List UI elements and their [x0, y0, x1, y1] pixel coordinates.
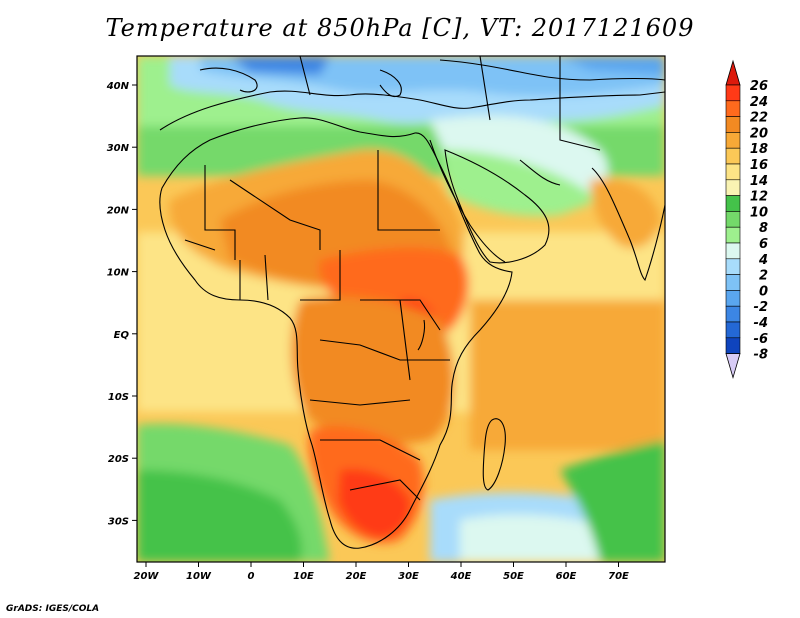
lon-tick-label: 60E — [556, 571, 577, 582]
longitude-axis: 20W 10W 0 10E 20E 30E 40E 50E 60E 70E — [134, 562, 629, 582]
colorbar-swatch — [725, 305, 741, 323]
plot-frame — [136, 55, 666, 563]
colorbar-swatch — [725, 84, 741, 102]
colorbar-swatch — [725, 195, 741, 212]
latitude-axis: 40N 30N 20N 10N EQ 10S 20S 30S — [106, 81, 137, 527]
colorbar-arrow-top — [725, 59, 741, 86]
colorbar-label: 22 — [750, 111, 768, 126]
credit-label: GrADS: IGES/COLA — [6, 604, 100, 614]
colorbar-label: 12 — [750, 190, 768, 205]
lon-tick-label: 70E — [608, 571, 629, 582]
colorbar-arrow-bottom — [725, 353, 741, 380]
colorbar-swatch — [725, 321, 741, 339]
colorbar-label: 20 — [750, 126, 768, 141]
lat-tick-label: 20N — [107, 205, 130, 216]
lon-tick-label: 10W — [186, 571, 212, 582]
map-title: Temperature at 850hPa [C], VT: 201712160… — [105, 14, 695, 42]
colorbar-label: 8 — [759, 221, 768, 236]
lon-tick-label: 10E — [293, 571, 314, 582]
colorbar-swatch — [725, 242, 741, 260]
colorbar-swatch — [725, 258, 741, 275]
colorbar-swatch — [725, 132, 741, 149]
lon-tick-label: 50E — [503, 571, 524, 582]
colorbar-label: 10 — [750, 205, 768, 220]
colorbar-label: 0 — [759, 284, 768, 299]
temperature-field — [137, 56, 665, 562]
lat-tick-label: 10N — [107, 268, 130, 279]
lat-tick-label: 20S — [108, 454, 129, 465]
colorbar-swatch — [725, 274, 741, 291]
colorbar-label: 16 — [750, 158, 768, 173]
colorbar-swatch — [725, 116, 741, 133]
coastlines — [159, 56, 665, 549]
colorbar-label: 4 — [758, 253, 768, 268]
colorbar-label: 24 — [750, 95, 768, 110]
colorbar-swatch — [725, 163, 741, 181]
colorbar-label: 14 — [750, 174, 768, 189]
colorbar-label: -2 — [754, 300, 768, 315]
colorbar-swatch — [725, 179, 741, 196]
lat-tick-label: EQ — [114, 330, 130, 341]
lat-tick-label: 30S — [108, 516, 129, 527]
colorbar-label: -6 — [754, 332, 768, 347]
lon-tick-label: 20W — [134, 571, 160, 582]
colorbar-label: -8 — [754, 348, 768, 363]
colorbar-label: 2 — [759, 269, 768, 284]
lon-tick-label: 40E — [450, 571, 472, 582]
colorbar-label: 18 — [750, 142, 768, 157]
lon-tick-label: 20E — [346, 571, 367, 582]
colorbar-swatch — [725, 100, 741, 117]
colorbar-swatch — [725, 147, 741, 165]
lat-tick-label: 10S — [108, 392, 129, 403]
lon-tick-label: 0 — [248, 571, 255, 582]
colorbar-label: -4 — [754, 316, 768, 331]
colorbar-label: 26 — [750, 79, 768, 94]
colorbar-swatch — [725, 337, 741, 354]
lat-tick-label: 40N — [106, 81, 130, 92]
colorbar-swatch — [725, 211, 741, 228]
lat-tick-label: 30N — [107, 143, 130, 154]
colorbar-swatch — [725, 290, 741, 307]
colorbar-label: 6 — [759, 237, 768, 252]
lon-tick-label: 30E — [398, 571, 419, 582]
colorbar-swatch — [725, 226, 741, 244]
